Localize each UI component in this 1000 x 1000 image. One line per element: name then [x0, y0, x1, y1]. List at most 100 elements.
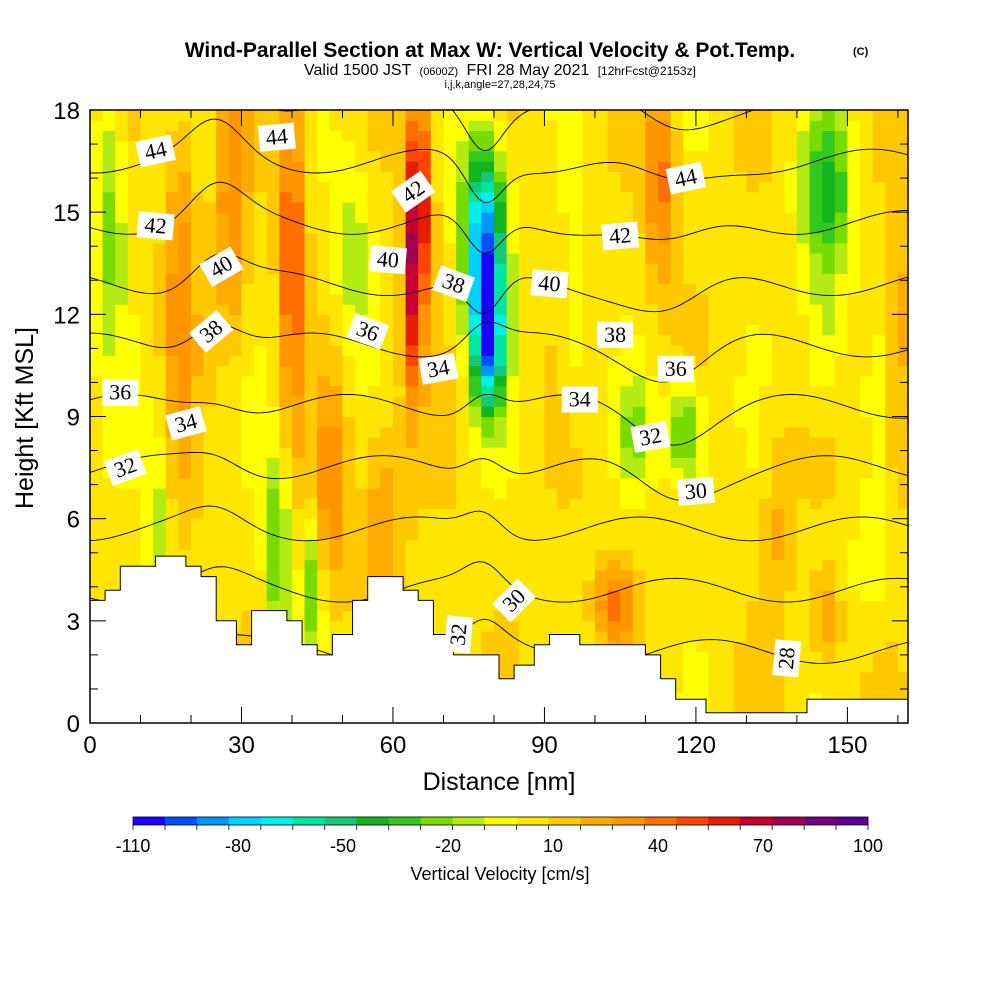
velocity-cell	[620, 518, 634, 530]
velocity-cell	[393, 314, 407, 326]
velocity-cell	[430, 150, 444, 162]
velocity-cell	[771, 181, 785, 193]
velocity-cell	[847, 365, 861, 377]
velocity-cell	[632, 324, 646, 336]
velocity-cell	[607, 620, 621, 632]
velocity-cell	[620, 600, 634, 612]
velocity-cell	[90, 457, 104, 469]
velocity-cell	[102, 120, 116, 131]
velocity-cell	[695, 539, 710, 550]
velocity-cell	[418, 580, 432, 591]
velocity-cell	[885, 161, 899, 172]
velocity-cell	[506, 130, 520, 142]
velocity-cell	[266, 355, 280, 366]
velocity-cell	[569, 253, 583, 264]
velocity-cell	[317, 416, 331, 428]
velocity-cell	[506, 120, 520, 131]
velocity-cell	[721, 631, 735, 642]
velocity-cell	[620, 293, 634, 305]
velocity-cell	[468, 416, 482, 428]
velocity-cell	[860, 334, 874, 346]
velocity-cell	[607, 253, 621, 264]
velocity-cell	[784, 191, 798, 203]
velocity-cell	[292, 171, 306, 183]
contour-label-text: 42	[144, 212, 168, 239]
velocity-cell	[759, 406, 773, 418]
velocity-cell	[178, 120, 192, 131]
contour-label-box	[597, 321, 634, 348]
velocity-cell	[809, 518, 823, 530]
contour-label-box	[257, 122, 296, 152]
velocity-cell	[127, 130, 142, 142]
velocity-cell	[506, 263, 520, 274]
velocity-cell	[860, 273, 874, 285]
velocity-cell	[494, 191, 508, 203]
velocity-cell	[329, 212, 343, 223]
velocity-cell	[317, 631, 331, 642]
velocity-cell	[494, 426, 508, 438]
velocity-cell	[254, 150, 268, 162]
velocity-cell	[519, 385, 533, 397]
velocity-cell	[191, 171, 205, 183]
velocity-cell	[834, 314, 848, 326]
velocity-cell	[670, 488, 684, 499]
velocity-cell	[468, 631, 482, 642]
velocity-cell	[140, 120, 154, 131]
velocity-cell	[203, 426, 217, 438]
velocity-cell	[557, 375, 571, 387]
velocity-cell	[683, 600, 697, 612]
contour-label-box	[199, 246, 244, 287]
velocity-cell	[834, 273, 848, 285]
velocity-cell	[632, 406, 646, 418]
velocity-cell	[847, 212, 861, 223]
velocity-cell	[771, 120, 785, 131]
velocity-cell	[708, 610, 722, 622]
velocity-cell	[721, 263, 735, 274]
velocity-cell	[670, 508, 684, 520]
contour-label-text: 28	[773, 646, 800, 670]
y-tick-label: 12	[53, 302, 80, 329]
velocity-cell	[292, 140, 306, 152]
velocity-cell	[519, 406, 533, 418]
velocity-cell	[468, 253, 482, 264]
velocity-cell	[140, 293, 154, 305]
velocity-cell	[796, 171, 811, 183]
velocity-cell	[771, 539, 785, 550]
velocity-cell	[279, 242, 293, 254]
velocity-cell	[847, 191, 861, 203]
velocity-cell	[102, 508, 116, 520]
velocity-cell	[645, 488, 659, 499]
velocity-cell	[380, 385, 394, 397]
velocity-cell	[90, 528, 104, 540]
velocity-cell	[140, 365, 154, 377]
velocity-cell	[342, 140, 356, 152]
velocity-cell	[847, 334, 861, 346]
velocity-cell	[645, 631, 659, 642]
velocity-cell	[759, 549, 773, 561]
velocity-cell	[216, 212, 230, 223]
velocity-cell	[607, 590, 621, 601]
velocity-cell	[481, 150, 495, 162]
velocity-cell	[191, 436, 205, 448]
velocity-cell	[620, 620, 634, 632]
velocity-cell	[796, 345, 811, 356]
velocity-cell	[695, 692, 710, 704]
velocity-cell	[468, 620, 482, 632]
velocity-cell	[102, 222, 116, 234]
velocity-cell	[721, 181, 735, 193]
velocity-cell	[670, 426, 684, 438]
y-axis-label: Height [Kft MSL]	[11, 327, 39, 509]
velocity-cell	[645, 355, 659, 366]
velocity-cell	[620, 150, 634, 162]
velocity-cell	[266, 426, 280, 438]
velocity-cell	[506, 406, 520, 418]
velocity-cell	[695, 201, 710, 213]
velocity-cell	[241, 477, 255, 489]
velocity-cell	[759, 283, 773, 295]
velocity-cell	[822, 436, 836, 448]
velocity-cell	[266, 191, 280, 203]
velocity-cell	[393, 120, 407, 131]
velocity-cell	[216, 580, 230, 591]
velocity-cell	[304, 345, 318, 356]
velocity-cell	[418, 150, 432, 162]
